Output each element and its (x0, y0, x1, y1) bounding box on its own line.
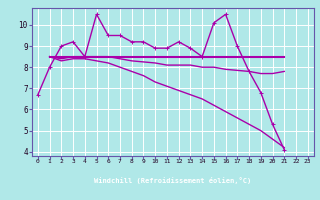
Text: Windchill (Refroidissement éolien,°C): Windchill (Refroidissement éolien,°C) (94, 176, 252, 184)
